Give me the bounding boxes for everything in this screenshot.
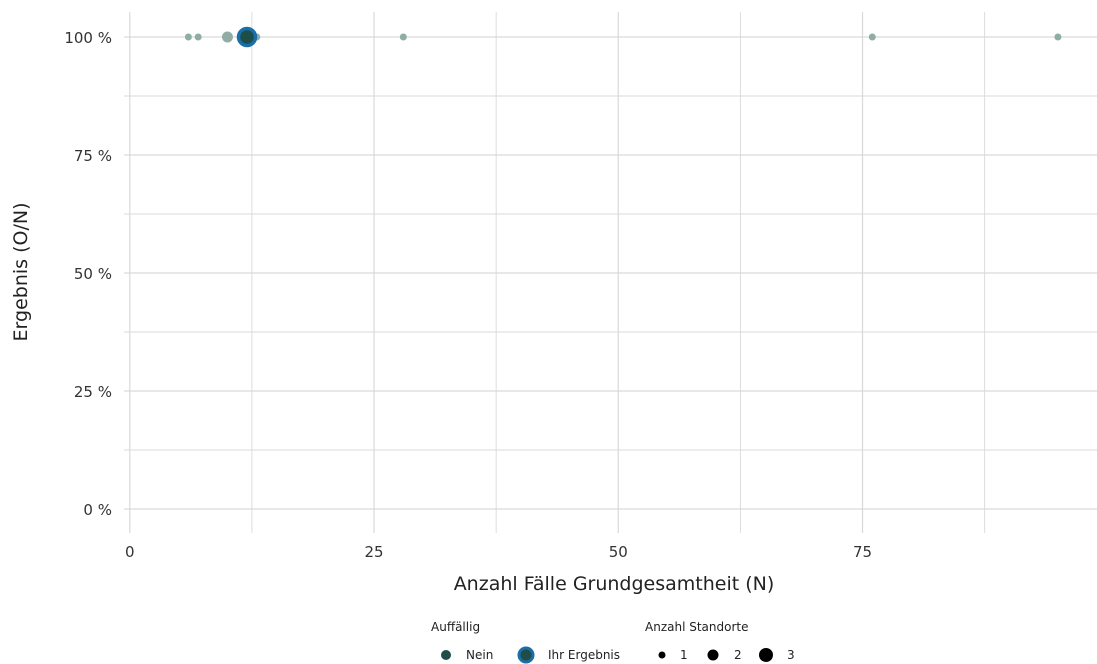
y-tick-label: 0 % — [83, 501, 112, 519]
x-axis-ticks: 0 25 50 75 — [125, 543, 872, 561]
legend-size-2 — [707, 649, 719, 661]
data-point — [194, 33, 202, 41]
data-point-ihr-ergebnis — [236, 26, 258, 48]
y-axis-title: Ergebnis (O/N) — [10, 203, 32, 342]
legend-label-ihr-ergebnis: Ihr Ergebnis — [548, 648, 620, 662]
legend-title-anzahl-standorte: Anzahl Standorte — [645, 620, 748, 634]
grid — [124, 12, 1097, 533]
legend-size-label-2: 2 — [734, 648, 742, 662]
x-axis-title: Anzahl Fälle Grundgesamtheit (N) — [454, 573, 775, 595]
legend-label-nein: Nein — [466, 648, 493, 662]
y-tick-label: 25 % — [74, 383, 112, 401]
legend-swatch-ihr-ergebnis — [517, 646, 535, 664]
data-points — [184, 26, 1062, 48]
data-point — [399, 33, 407, 41]
data-point — [221, 31, 233, 43]
legend-swatch-nein — [441, 650, 451, 660]
x-tick-label: 25 — [364, 543, 383, 561]
y-axis-ticks: 0 % 25 % 50 % 75 % 100 % — [64, 29, 112, 519]
y-tick-label: 50 % — [74, 265, 112, 283]
legend-size-3 — [759, 648, 773, 662]
legend-size-label-3: 3 — [787, 648, 795, 662]
x-tick-label: 75 — [853, 543, 872, 561]
y-tick-label: 75 % — [74, 147, 112, 165]
x-tick-label: 50 — [609, 543, 628, 561]
data-point — [184, 33, 192, 41]
x-tick-label: 0 — [125, 543, 135, 561]
legend-size-label-1: 1 — [680, 648, 688, 662]
legend-title-auffaellig: Auffällig — [431, 620, 480, 634]
data-point — [868, 33, 876, 41]
legend: Auffällig Nein Ihr Ergebnis Anzahl Stand… — [431, 620, 795, 664]
legend-size-1 — [658, 651, 666, 659]
y-tick-label: 100 % — [64, 29, 112, 47]
data-point — [1054, 33, 1062, 41]
